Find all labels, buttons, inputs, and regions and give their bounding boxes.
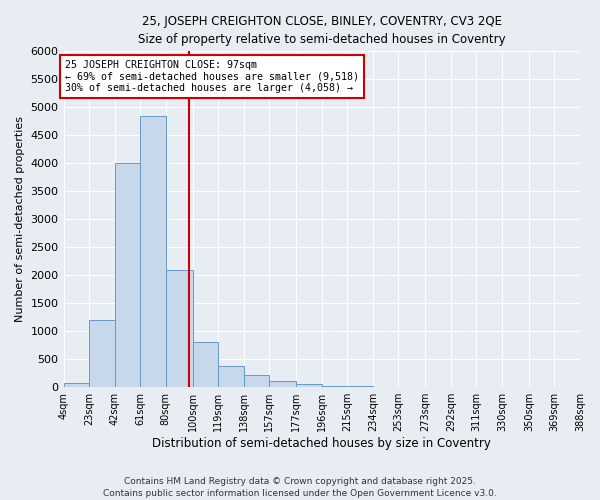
Bar	[269, 381, 296, 387]
Bar	[373, 386, 398, 387]
Y-axis label: Number of semi-detached properties: Number of semi-detached properties	[15, 116, 25, 322]
Title: 25, JOSEPH CREIGHTON CLOSE, BINLEY, COVENTRY, CV3 2QE
Size of property relative : 25, JOSEPH CREIGHTON CLOSE, BINLEY, COVE…	[138, 15, 506, 46]
Bar	[115, 164, 140, 387]
Bar	[64, 383, 89, 387]
Bar	[296, 384, 322, 387]
Bar	[166, 270, 193, 387]
Bar	[322, 386, 347, 387]
Bar	[193, 342, 218, 387]
Bar	[218, 366, 244, 387]
Bar	[347, 386, 373, 387]
Bar	[89, 320, 115, 387]
Text: Contains HM Land Registry data © Crown copyright and database right 2025.
Contai: Contains HM Land Registry data © Crown c…	[103, 476, 497, 498]
Bar	[140, 116, 166, 387]
X-axis label: Distribution of semi-detached houses by size in Coventry: Distribution of semi-detached houses by …	[152, 437, 491, 450]
Bar	[244, 376, 269, 387]
Text: 25 JOSEPH CREIGHTON CLOSE: 97sqm
← 69% of semi-detached houses are smaller (9,51: 25 JOSEPH CREIGHTON CLOSE: 97sqm ← 69% o…	[65, 60, 359, 93]
